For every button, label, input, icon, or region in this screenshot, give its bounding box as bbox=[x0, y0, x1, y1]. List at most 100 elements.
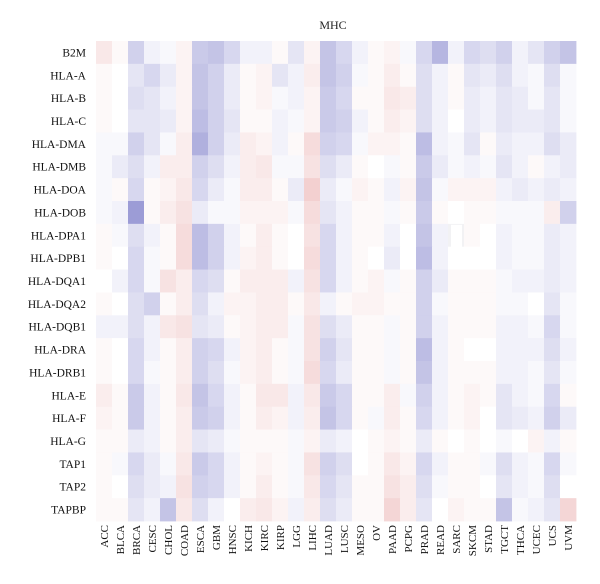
row-label-hla-dob: HLA-DOB bbox=[34, 207, 86, 219]
heatmap-cell-hla-drb1-sarc bbox=[448, 361, 465, 385]
heatmap-cell-tapbp-pcpg bbox=[400, 498, 417, 522]
heatmap-cell-hla-dqa2-kirp bbox=[272, 292, 289, 316]
heatmap-cell-hla-dpb1-kirc bbox=[256, 246, 273, 270]
heatmap-cell-hla-dpa1-cesc bbox=[144, 223, 161, 248]
heatmap-cell-hla-dma-lihc bbox=[304, 132, 321, 156]
heatmap-cell-hla-a-ov bbox=[368, 63, 385, 88]
heatmap-cell-hla-dma-tgct bbox=[496, 132, 513, 156]
heatmap-cell-hla-dmb-kirp bbox=[272, 155, 289, 179]
heatmap-cell-tap1-lgg bbox=[288, 452, 305, 476]
heatmap-cell-hla-f-ov bbox=[368, 406, 385, 430]
heatmap-cell-hla-dob-sarc bbox=[448, 201, 465, 225]
heatmap-cell-hla-dqb1-lusc bbox=[336, 315, 353, 339]
heatmap-cell-tap1-read bbox=[432, 452, 449, 476]
heatmap-cell-hla-dob-skcm bbox=[464, 201, 481, 225]
heatmap-cell-b2m-ucs bbox=[544, 41, 561, 65]
heatmap-cell-b2m-prad bbox=[416, 41, 433, 65]
heatmap-cell-tapbp-sarc bbox=[448, 498, 465, 522]
heatmap-cell-hla-dpb1-skcm bbox=[464, 246, 481, 270]
heatmap-cell-hla-e-lihc bbox=[304, 383, 321, 408]
heatmap-cell-hla-e-chol bbox=[160, 383, 177, 408]
heatmap-cell-hla-drb1-luad bbox=[320, 361, 337, 385]
heatmap-cell-hla-dpa1-pcpg bbox=[400, 223, 417, 248]
heatmap-cell-hla-b-ucs bbox=[544, 86, 561, 110]
heatmap-cell-hla-a-acc bbox=[96, 63, 113, 88]
heatmap-cell-tap2-blca bbox=[112, 475, 129, 499]
heatmap-cell-hla-a-uvm bbox=[560, 63, 577, 88]
heatmap-cell-hla-dma-paad bbox=[384, 132, 401, 156]
heatmap-cell-tap2-thca bbox=[512, 475, 529, 499]
heatmap-cell-hla-dra-cesc bbox=[144, 338, 161, 362]
heatmap-cell-hla-dra-uvm bbox=[560, 338, 577, 362]
heatmap-cell-hla-dma-kich bbox=[240, 132, 257, 156]
heatmap-cell-hla-dma-read bbox=[432, 132, 449, 156]
heatmap-cell-hla-dqa2-paad bbox=[384, 292, 401, 316]
heatmap-cell-hla-dqb1-lihc bbox=[304, 315, 321, 339]
heatmap-cell-hla-dqa1-prad bbox=[416, 269, 433, 293]
heatmap-cell-hla-b-hnsc bbox=[224, 86, 241, 110]
heatmap-cell-hla-e-ucs bbox=[544, 383, 561, 408]
heatmap-cell-hla-dmb-acc bbox=[96, 155, 113, 179]
heatmap-cell-hla-drb1-ov bbox=[368, 361, 385, 385]
heatmap-cell-hla-a-paad bbox=[384, 63, 401, 88]
heatmap-cell-hla-dqa2-coad bbox=[176, 292, 193, 316]
heatmap-cell-hla-dqb1-meso bbox=[352, 315, 369, 339]
heatmap-cell-hla-b-acc bbox=[96, 86, 113, 110]
heatmap-cell-b2m-chol bbox=[160, 41, 177, 65]
heatmap-cell-hla-a-lgg bbox=[288, 63, 305, 88]
heatmap-cell-hla-dpa1-ov bbox=[368, 223, 385, 248]
heatmap-cell-hla-dqa2-tgct bbox=[496, 292, 513, 316]
heatmap-cell-hla-dma-skcm bbox=[464, 132, 481, 156]
heatmap-cell-b2m-luad bbox=[320, 41, 337, 65]
column-label-brca: BRCA bbox=[131, 525, 143, 555]
heatmap-cell-hla-dmb-tgct bbox=[496, 155, 513, 179]
heatmap-cell-hla-dob-kirp bbox=[272, 201, 289, 225]
heatmap-cell-hla-g-luad bbox=[320, 429, 337, 453]
column-label-lusc: LUSC bbox=[339, 525, 351, 553]
heatmap-cell-hla-dra-coad bbox=[176, 338, 193, 362]
row-label-tap2: TAP2 bbox=[59, 482, 86, 494]
heatmap-cell-hla-dmb-ucs bbox=[544, 155, 561, 179]
heatmap-cell-hla-dpb1-thca bbox=[512, 246, 529, 270]
heatmap-cell-tap2-chol bbox=[160, 475, 177, 499]
heatmap-cell-hla-doa-brca bbox=[128, 178, 145, 202]
heatmap-cell-hla-g-paad bbox=[384, 429, 401, 453]
heatmap-cell-hla-b-brca bbox=[128, 86, 145, 110]
heatmap-cell-hla-dmb-lgg bbox=[288, 155, 305, 179]
heatmap-cell-hla-dqa2-read bbox=[432, 292, 449, 316]
heatmap-cell-hla-doa-esca bbox=[192, 178, 209, 202]
heatmap-cell-hla-f-hnsc bbox=[224, 406, 241, 430]
heatmap-cell-hla-dmb-cesc bbox=[144, 155, 161, 179]
heatmap-cell-hla-c-thca bbox=[512, 109, 529, 133]
heatmap-cell-tap2-coad bbox=[176, 475, 193, 499]
heatmap-cell-tap1-prad bbox=[416, 452, 433, 476]
column-label-coad: COAD bbox=[179, 525, 191, 556]
heatmap-cell-tapbp-tgct bbox=[496, 498, 513, 522]
heatmap-cell-hla-dra-luad bbox=[320, 338, 337, 362]
heatmap-cell-hla-doa-read bbox=[432, 178, 449, 202]
heatmap-cell-hla-dob-kirc bbox=[256, 201, 273, 225]
row-label-hla-f: HLA-F bbox=[52, 413, 86, 425]
heatmap-cell-hla-dqa1-ucec bbox=[528, 269, 545, 293]
heatmap-cell-hla-dob-stad bbox=[480, 201, 497, 225]
heatmap-cell-hla-e-ucec bbox=[528, 383, 545, 408]
column-label-meso: MESO bbox=[355, 525, 367, 556]
column-label-esca: ESCA bbox=[195, 525, 207, 553]
heatmap-cell-hla-e-uvm bbox=[560, 383, 577, 408]
heatmap-cell-hla-dob-tgct bbox=[496, 201, 513, 225]
heatmap-cell-hla-dra-ucs bbox=[544, 338, 561, 362]
row-labels: B2M HLA-A HLA-B HLA-C HLA-DMA HLA-DMB HLA-DOA H… bbox=[28, 47, 87, 516]
heatmap-cell-hla-g-coad bbox=[176, 429, 193, 453]
heatmap-cell-hla-dmb-esca bbox=[192, 155, 209, 179]
heatmap-cell-hla-dma-acc bbox=[96, 132, 113, 156]
heatmap-cell-hla-c-pcpg bbox=[400, 109, 417, 133]
heatmap-cell-hla-dpb1-read bbox=[432, 246, 449, 270]
column-label-ov: OV bbox=[371, 525, 383, 541]
heatmap-cell-hla-dpa1-chol bbox=[160, 223, 177, 248]
heatmap-cell-hla-b-thca bbox=[512, 86, 529, 110]
heatmap-cell-hla-dob-prad bbox=[416, 201, 433, 225]
heatmap-cell-hla-dra-read bbox=[432, 338, 449, 362]
heatmap-cell-hla-drb1-skcm bbox=[464, 361, 481, 385]
column-label-luad: LUAD bbox=[323, 525, 335, 556]
heatmap-cell-hla-b-blca bbox=[112, 86, 129, 110]
